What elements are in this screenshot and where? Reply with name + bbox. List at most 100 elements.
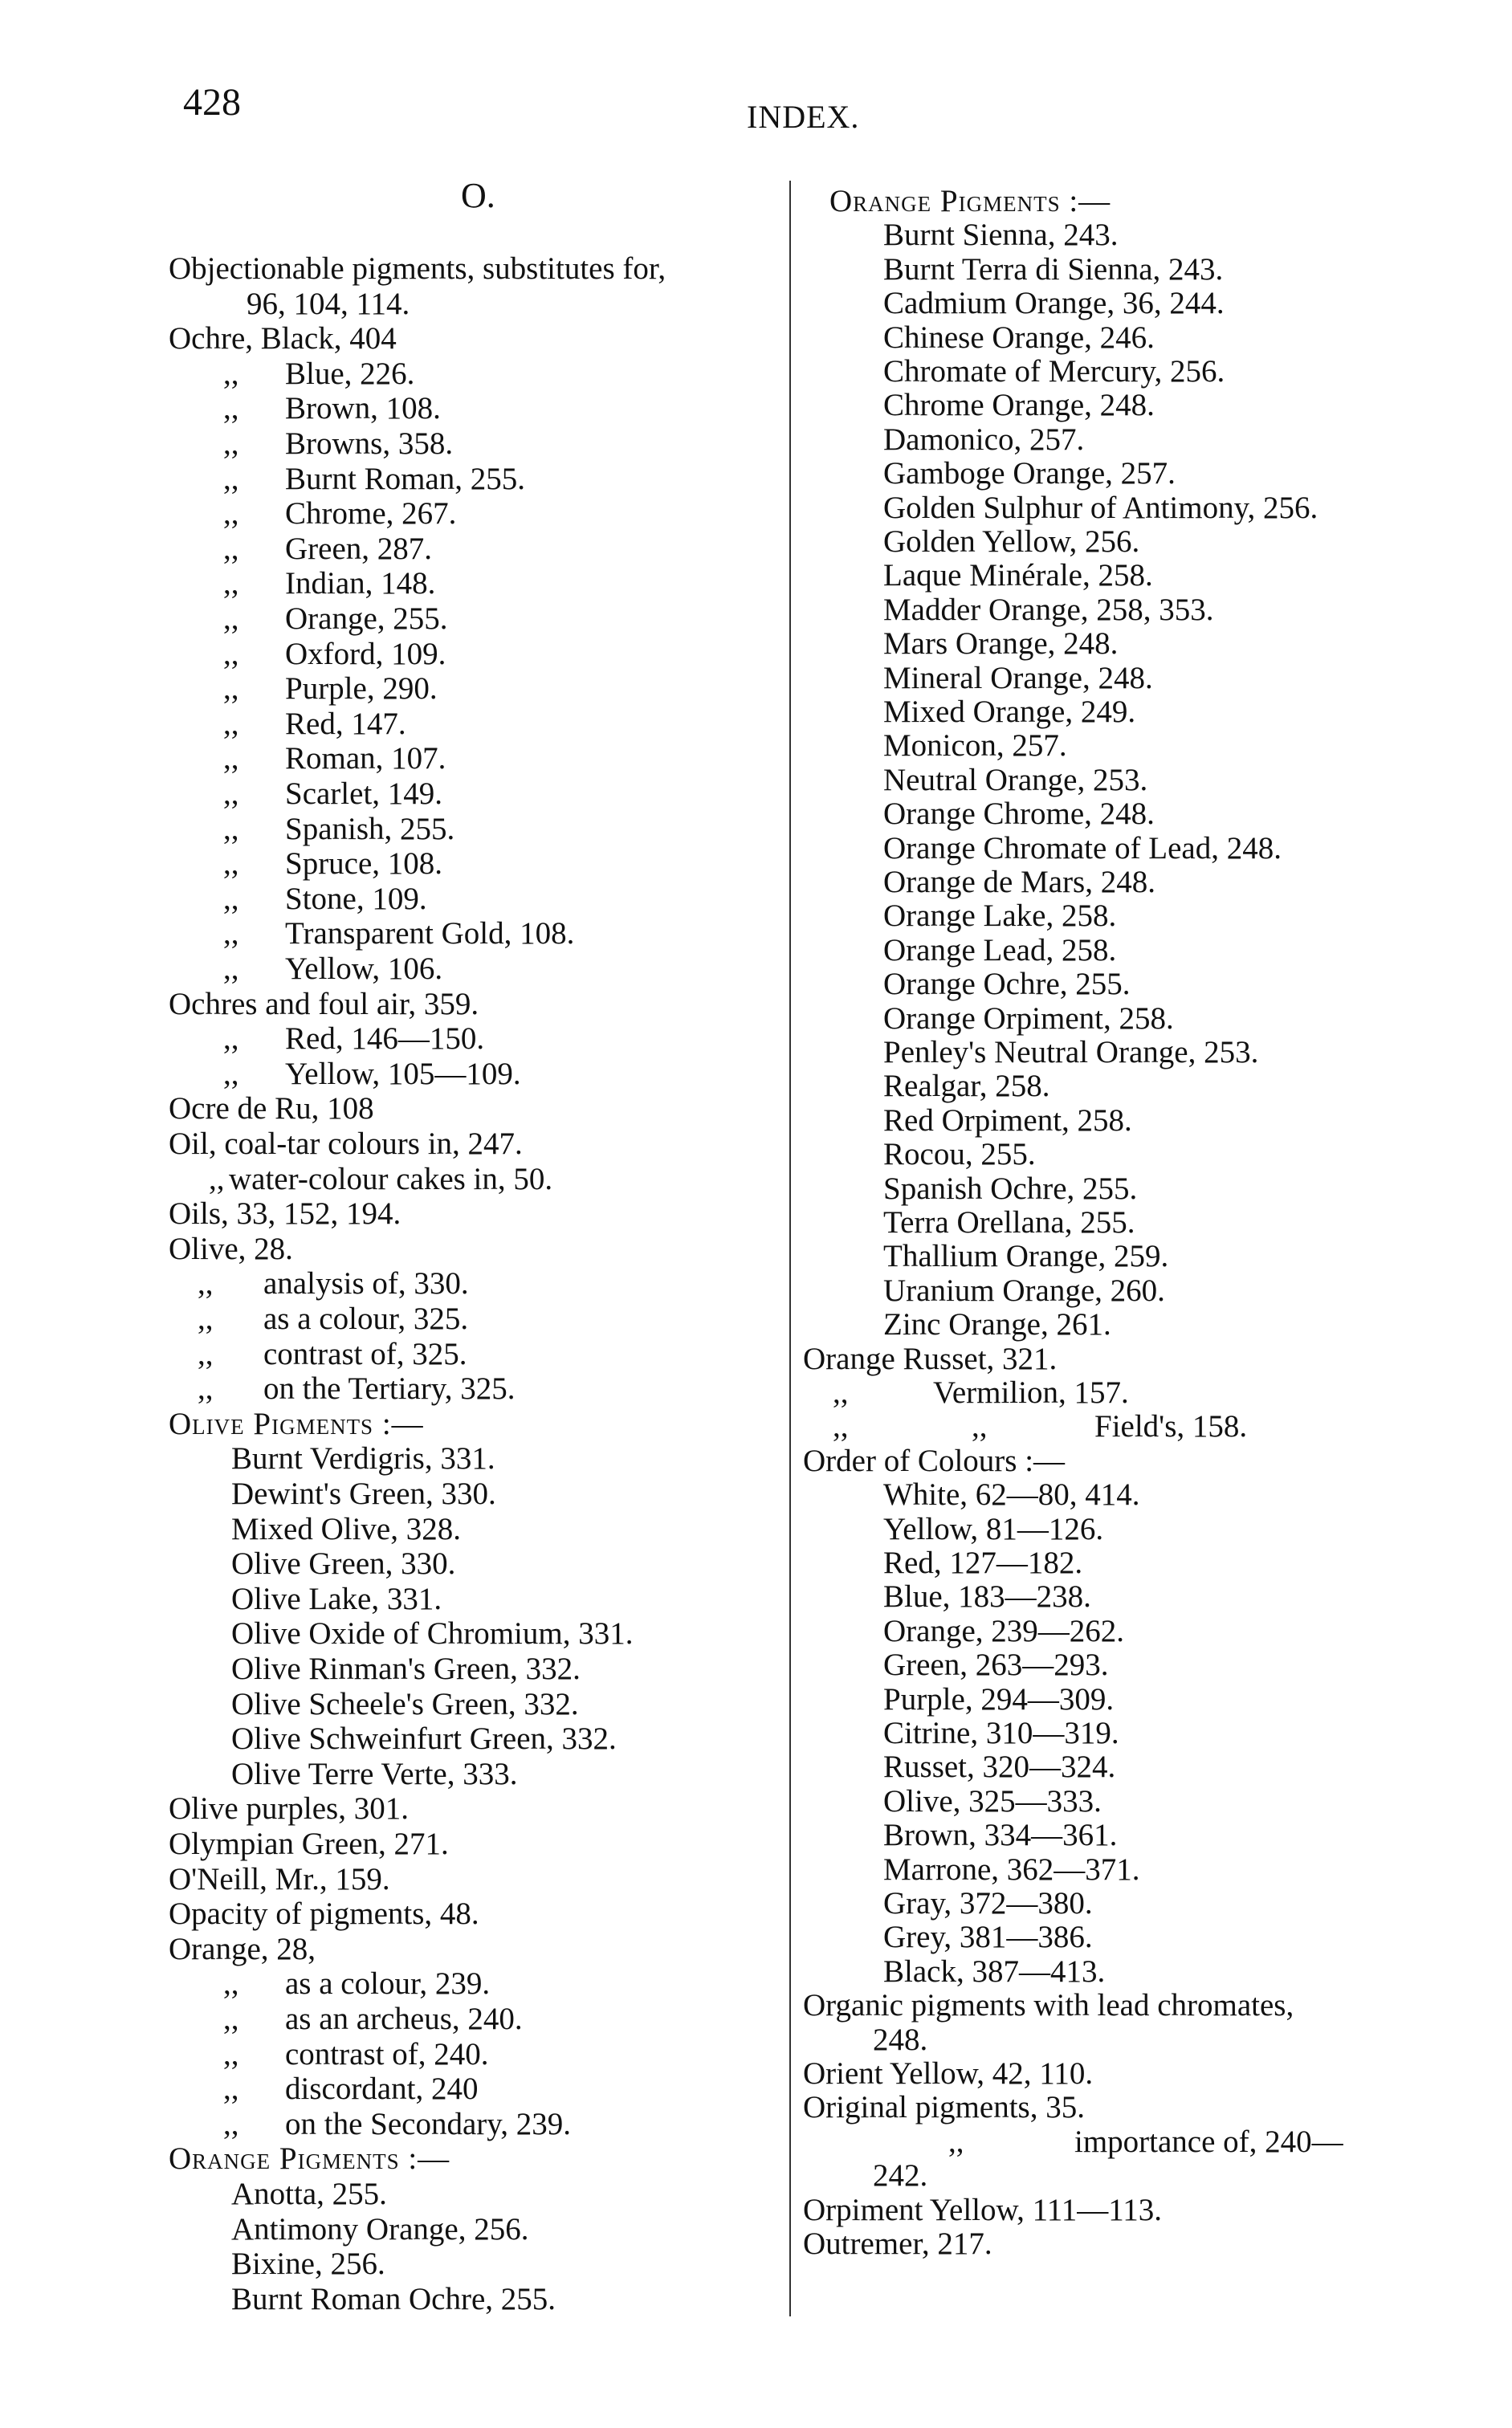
entry-text: Burnt Verdigris, 331. xyxy=(231,1441,495,1477)
entry-text: Golden Yellow, 256. xyxy=(883,524,1140,559)
ditto-mark: ,, xyxy=(223,1021,239,1057)
entry-text: as an archeus, 240. xyxy=(285,2002,523,2036)
ditto-mark: ,, xyxy=(223,566,239,601)
ditto-mark: ,, xyxy=(223,846,239,882)
entry-text: Original pigments, 35. xyxy=(803,2090,1085,2125)
entry-text: Orange Lake, 258. xyxy=(883,898,1117,934)
entry-text: Scarlet, 149. xyxy=(285,776,443,811)
ditto-mark: ,, xyxy=(209,1161,225,1196)
ditto-mark: ,, xyxy=(223,951,239,986)
entry-text: Olympian Green, 271. xyxy=(169,1827,449,1861)
entry-text: Purple, 294—309. xyxy=(883,1681,1115,1717)
entry-text: O'Neill, Mr., 159. xyxy=(169,1861,390,1896)
entry-text: Grey, 381—386. xyxy=(883,1920,1093,1955)
entry-text: Roman, 107. xyxy=(285,741,446,776)
entry-text: Orange, 28, xyxy=(169,1931,316,1966)
ditto-mark: ,, xyxy=(223,916,239,951)
entry-text: Monicon, 257. xyxy=(883,728,1067,764)
entry-text: Chinese Orange, 246. xyxy=(883,320,1155,355)
entry-text: Neutral Orange, 253. xyxy=(883,762,1148,797)
entry-text: White, 62—80, 414. xyxy=(883,1477,1140,1513)
entry-text: Bixine, 256. xyxy=(231,2247,385,2282)
entry-text: Burnt Roman, 255. xyxy=(285,461,525,496)
ditto-mark: ,, xyxy=(223,706,239,741)
column-divider xyxy=(789,181,791,2316)
entry-text: Orange de Mars, 248. xyxy=(883,865,1155,899)
page-number: 428 xyxy=(183,81,241,124)
section-letter: O. xyxy=(461,176,495,215)
entry-text: Browns, 358. xyxy=(285,426,454,461)
entry-text: Citrine, 310—319. xyxy=(883,1716,1119,1750)
entry-text: water-colour cakes in, 50. xyxy=(229,1161,553,1196)
entry-text: Spanish Ochre, 255. xyxy=(883,1171,1138,1206)
entry-text: Yellow, 81—126. xyxy=(883,1511,1104,1546)
entry-text: Burnt Terra di Sienna, 243. xyxy=(883,251,1224,287)
ditto-mark: ,, xyxy=(223,426,239,461)
ditto-mark: ,, xyxy=(223,1966,239,2002)
ditto-mark: ,, xyxy=(223,2106,239,2141)
ditto-mark: ,, xyxy=(948,2124,964,2159)
entry-text: Rocou, 255. xyxy=(883,1137,1036,1172)
entry-text: Spanish, 255. xyxy=(285,811,455,846)
entry-text: Orange Ochre, 255. xyxy=(883,967,1131,1002)
entry-text: analysis of, 330. xyxy=(263,1266,469,1302)
ditto-mark: ,, xyxy=(223,881,239,916)
entry-text: Gray, 372—380. xyxy=(883,1886,1093,1921)
entry-text: Russet, 320—324. xyxy=(883,1750,1116,1785)
entry-text: Orange Chromate of Lead, 248. xyxy=(883,830,1282,866)
entry-text: Anotta, 255. xyxy=(231,2177,387,2211)
entry-text: on the Secondary, 239. xyxy=(285,2106,571,2141)
entry-text: Olive, 325—333. xyxy=(883,1783,1102,1819)
entry-text: Black, 387—413. xyxy=(883,1953,1106,1989)
entry-text: Orange Chrome, 248. xyxy=(883,796,1155,832)
entry-text: Olive Oxide of Chromium, 331. xyxy=(231,1616,634,1652)
ditto-mark: ,, xyxy=(972,1409,988,1444)
ditto-mark: ,, xyxy=(223,601,239,636)
ditto-mark: ,, xyxy=(223,496,239,532)
entry-text: Red, 127—182. xyxy=(883,1546,1083,1580)
entry-text: Mixed Olive, 328. xyxy=(231,1511,461,1546)
entry-text: Zinc Orange, 261. xyxy=(883,1307,1111,1342)
entry-text: contrast of, 325. xyxy=(263,1336,467,1371)
entry-text: Purple, 290. xyxy=(285,671,438,707)
entry-text: Mars Orange, 248. xyxy=(883,626,1119,662)
entry-text: Green, 263—293. xyxy=(883,1648,1109,1683)
entry-text: Chromate of Mercury, 256. xyxy=(883,354,1225,389)
entry-text: Mixed Orange, 249. xyxy=(883,695,1136,729)
entry-text: 248. xyxy=(873,2022,928,2057)
entry-text: Chrome, 267. xyxy=(285,496,457,532)
ditto-mark: ,, xyxy=(833,1375,849,1410)
entry-text: Uranium Orange, 260. xyxy=(883,1273,1165,1308)
entry-text: Spruce, 108. xyxy=(285,846,443,882)
entry-text: Ocre de Ru, 108 xyxy=(169,1091,374,1126)
entry-text: Madder Orange, 258, 353. xyxy=(883,592,1214,627)
entry-text: Burnt Roman Ochre, 255. xyxy=(231,2281,556,2316)
entry-text: Blue, 183—238. xyxy=(883,1579,1091,1615)
entry-text: Order of Colours :— xyxy=(803,1443,1066,1478)
ditto-mark: ,, xyxy=(223,2072,239,2107)
entry-text: Terra Orellana, 255. xyxy=(883,1205,1135,1240)
entry-text: Antimony Orange, 256. xyxy=(231,2211,529,2247)
entry-text: Chrome Orange, 248. xyxy=(883,388,1155,423)
entry-text: Blue, 226. xyxy=(285,356,415,391)
entry-text: Laque Minérale, 258. xyxy=(883,558,1153,593)
entry-text: Orpiment Yellow, 111—113. xyxy=(803,2192,1163,2227)
ditto-mark: ,, xyxy=(223,671,239,707)
entry-text: Ochre, Black, 404 xyxy=(169,321,397,356)
entry-text: Oils, 33, 152, 194. xyxy=(169,1196,401,1232)
entry-text: Olive purples, 301. xyxy=(169,1791,409,1827)
entry-text: Gamboge Orange, 257. xyxy=(883,456,1176,491)
entry-text: Olive Lake, 331. xyxy=(231,1581,442,1616)
ditto-mark: ,, xyxy=(223,1056,239,1091)
entry-text: Brown, 108. xyxy=(285,391,441,426)
entry-text: as a colour, 239. xyxy=(285,1966,491,2002)
ditto-mark: ,, xyxy=(198,1371,214,1407)
entry-text: Orange, 239—262. xyxy=(883,1613,1125,1648)
entry-text: Thallium Orange, 259. xyxy=(883,1239,1169,1274)
ditto-mark: ,, xyxy=(223,636,239,671)
entry-text: Transparent Gold, 108. xyxy=(285,916,575,951)
entry-text: Cadmium Orange, 36, 244. xyxy=(883,286,1225,321)
entry-text: Dewint's Green, 330. xyxy=(231,1477,496,1511)
entry-text: Oil, coal-tar colours in, 247. xyxy=(169,1126,523,1161)
entry-text: 242. xyxy=(873,2158,928,2194)
